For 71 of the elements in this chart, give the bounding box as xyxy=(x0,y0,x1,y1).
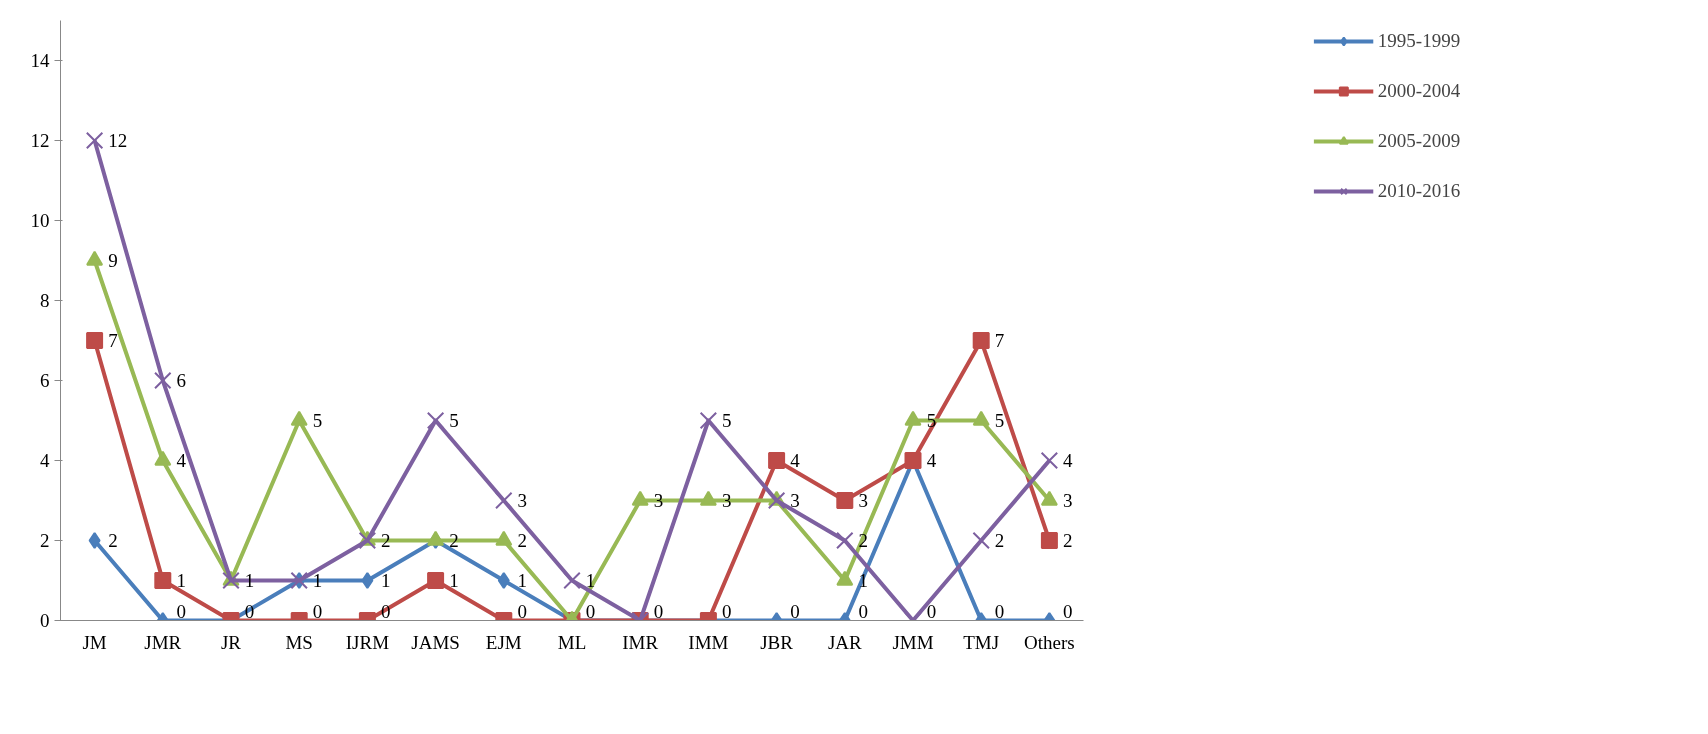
x-tick-label: TMJ xyxy=(963,631,1000,653)
y-tick-label: 0 xyxy=(40,610,50,631)
data-label: 0 xyxy=(790,600,800,622)
data-label: 6 xyxy=(176,370,186,391)
x-tick-label: IJRM xyxy=(345,631,390,653)
data-label: 4 xyxy=(1063,450,1074,471)
x-tick-label: JAR xyxy=(827,631,863,653)
data-label: 0 xyxy=(722,600,732,622)
x-tick-label: JAMS xyxy=(411,631,460,653)
y-tick-label: 4 xyxy=(40,450,50,471)
y-tick-label: 6 xyxy=(40,370,50,391)
data-label: 5 xyxy=(449,410,459,431)
data-label: 2 xyxy=(381,530,391,551)
data-label: 0 xyxy=(176,600,186,622)
data-label: 4 xyxy=(176,450,187,471)
data-label: 2 xyxy=(449,530,459,551)
data-label: 2 xyxy=(108,530,118,551)
data-label: 3 xyxy=(858,490,868,511)
legend-label: 2010-2016 xyxy=(1377,180,1461,202)
data-label: 7 xyxy=(108,330,118,351)
legend-label: 2005-2009 xyxy=(1377,130,1461,152)
data-label: 0 xyxy=(517,600,527,622)
data-label: 9 xyxy=(108,250,118,271)
data-label: 12 xyxy=(108,130,128,151)
x-tick-label: Others xyxy=(1024,631,1075,653)
data-label: 0 xyxy=(585,600,596,622)
data-label: 1 xyxy=(176,570,186,591)
data-label: 2 xyxy=(1063,530,1073,551)
x-tick-label: IMR xyxy=(622,631,659,653)
data-label: 2 xyxy=(994,530,1005,551)
data-label: 0 xyxy=(994,600,1005,622)
x-tick-label: IMM xyxy=(688,631,729,653)
data-label: 1 xyxy=(585,570,596,591)
x-tick-label: JMR xyxy=(144,631,182,653)
data-label: 1 xyxy=(858,570,868,591)
data-label: 0 xyxy=(312,600,323,622)
data-label: 3 xyxy=(517,490,527,511)
data-label: 1 xyxy=(517,570,527,591)
data-label: 1 xyxy=(244,570,255,591)
data-label: 1 xyxy=(381,570,391,591)
data-label: 7 xyxy=(994,330,1005,351)
legend-label: 2000-2004 xyxy=(1377,80,1461,102)
data-label: 4 xyxy=(790,450,801,471)
data-label: 2 xyxy=(517,530,527,551)
x-tick-label: JMM xyxy=(892,631,934,653)
data-label: 3 xyxy=(722,490,732,511)
data-label: 3 xyxy=(653,490,664,511)
y-tick-label: 2 xyxy=(40,530,50,551)
data-label: 0 xyxy=(926,600,937,622)
data-label: 3 xyxy=(1063,490,1073,511)
x-tick-label: ML xyxy=(557,631,587,653)
data-label: 5 xyxy=(994,410,1005,431)
data-label: 5 xyxy=(722,410,732,431)
data-label: 0 xyxy=(1063,600,1073,622)
x-tick-label: EJM xyxy=(485,631,522,653)
y-tick-label: 10 xyxy=(30,210,50,231)
x-tick-label: JM xyxy=(82,631,107,653)
y-tick-label: 14 xyxy=(30,50,50,71)
x-tick-label: MS xyxy=(285,631,313,653)
legend-label: 1995-1999 xyxy=(1377,30,1461,52)
x-tick-label: JBR xyxy=(760,631,794,653)
y-tick-label: 8 xyxy=(40,290,50,311)
y-tick-label: 12 xyxy=(30,130,50,151)
data-label: 5 xyxy=(312,410,323,431)
data-label: 0 xyxy=(653,600,664,622)
data-label: 4 xyxy=(926,450,937,471)
data-label: 1 xyxy=(449,570,459,591)
data-label: 2 xyxy=(858,530,868,551)
data-label: 0 xyxy=(858,600,868,622)
x-tick-label: JR xyxy=(220,631,242,653)
data-label: 3 xyxy=(790,490,800,511)
